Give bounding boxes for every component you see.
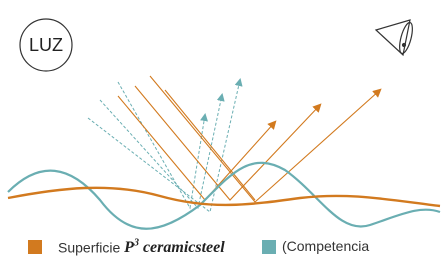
reflection-diagram: LUZ <box>0 0 442 236</box>
brand-name: ceramicsteel <box>143 239 225 256</box>
legend-text: Superficie <box>58 239 120 255</box>
surface-rays <box>118 76 380 202</box>
brand: P3 ceramicsteel <box>124 239 225 256</box>
legend-entry: Superficie P3 ceramicsteel <box>58 238 225 257</box>
eye-icon <box>376 20 415 55</box>
legend-text: (Competencia <box>282 238 369 254</box>
competitor-surface <box>8 163 440 229</box>
brand-letter: P <box>124 239 134 256</box>
competitor-rays <box>88 80 240 212</box>
diagram: LUZ Superficie P3 ceramicsteel (Competen… <box>0 0 442 264</box>
legend-swatch <box>28 240 42 254</box>
legend-swatch <box>262 240 276 254</box>
legend: Superficie P3 ceramicsteel (Competencia <box>0 236 442 260</box>
brand-superscript: 3 <box>134 238 139 249</box>
product-surface <box>8 188 440 206</box>
badge-label: LUZ <box>29 35 63 55</box>
